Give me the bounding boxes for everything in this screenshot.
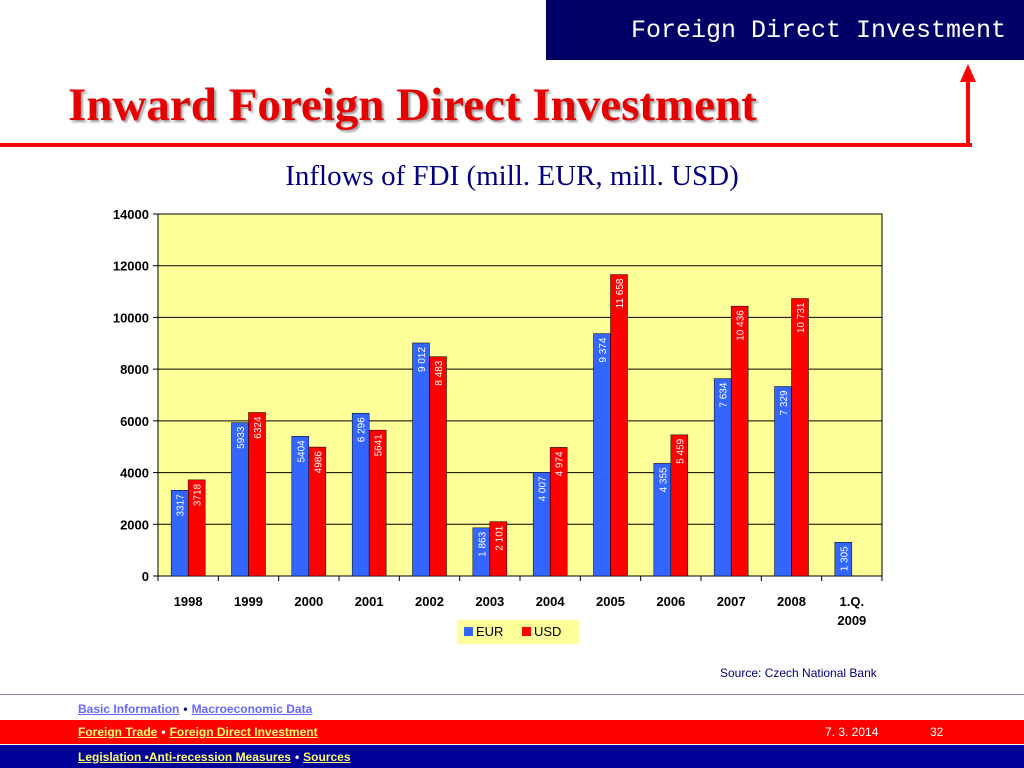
- data-label: 4986: [313, 451, 324, 474]
- footer-nav-row-1: Basic Information • Macroeconomic Data: [0, 697, 1024, 721]
- bar-usd: [670, 434, 689, 577]
- data-label: 1 863: [477, 531, 488, 556]
- bar-usd: [610, 274, 628, 577]
- bar-eur: [593, 333, 611, 577]
- footer-nav-row-3: Legislation • Anti-recession Measures • …: [0, 745, 1024, 768]
- y-tick-label: 10000: [113, 310, 149, 325]
- bar-usd: [549, 447, 568, 577]
- bar-usd: [489, 521, 508, 577]
- data-label: 7 634: [719, 382, 730, 407]
- fdi-bar-chart: 0 2000 4000 6000 8000 10000 12000 14000 1998 3317…: [113, 207, 883, 644]
- x-tick-label: 2009: [837, 613, 866, 628]
- x-tick-label: 1.Q.: [840, 594, 865, 609]
- top-banner: Foreign Direct Investment: [546, 0, 1024, 60]
- data-label: 4 974: [555, 451, 566, 476]
- bar-usd: [730, 305, 749, 577]
- data-label: 4 007: [538, 476, 549, 501]
- x-tick-label: 2000: [294, 594, 323, 609]
- data-label: 1 305: [839, 546, 850, 571]
- link-anti-recession-measures[interactable]: Anti-recession Measures: [148, 749, 291, 764]
- bar-usd: [368, 429, 387, 577]
- title-side-line: [966, 80, 970, 147]
- link-basic-information[interactable]: Basic Information: [78, 702, 180, 716]
- y-tick-label: 4000: [120, 466, 149, 481]
- separator-dot: •: [294, 749, 300, 764]
- y-tick-label: 0: [142, 569, 149, 584]
- data-label: 5404: [296, 440, 307, 463]
- legend-label-usd: USD: [534, 624, 561, 639]
- link-legislation[interactable]: Legislation •: [78, 749, 149, 764]
- y-tick-label: 2000: [120, 517, 149, 532]
- x-tick-label: 2003: [475, 594, 504, 609]
- footer-separator: [0, 694, 1024, 695]
- y-tick-label: 8000: [120, 362, 149, 377]
- y-tick-label: 6000: [120, 414, 149, 429]
- legend: [457, 620, 579, 644]
- separator-dot: •: [183, 702, 188, 716]
- separator-dot: •: [161, 725, 166, 739]
- data-label: 3718: [193, 483, 204, 506]
- data-label: 5933: [236, 426, 247, 449]
- data-label: 4 355: [658, 467, 669, 492]
- x-tick-label: 2004: [536, 594, 566, 609]
- bar-eur: [834, 542, 853, 577]
- link-macroeconomic-data[interactable]: Macroeconomic Data: [191, 702, 313, 716]
- bar-usd: [308, 446, 327, 577]
- bar-usd: [248, 412, 266, 577]
- title-underline: [0, 143, 972, 147]
- banner-text: Foreign Direct Investment: [630, 15, 1006, 45]
- data-label: 9 012: [417, 347, 428, 372]
- bar-usd: [187, 479, 206, 577]
- y-tick-label: 14000: [113, 207, 149, 222]
- x-tick-label: 2007: [717, 594, 746, 609]
- source-note: Source: Czech National Bank: [720, 666, 877, 680]
- footer-nav-row-2: Foreign Trade • Foreign Direct Investmen…: [0, 720, 1024, 744]
- data-label: 6324: [253, 416, 264, 439]
- x-tick-label: 2002: [415, 594, 444, 609]
- legend-label-eur: EUR: [476, 624, 503, 639]
- x-tick-label: 2008: [777, 594, 806, 609]
- link-sources[interactable]: Sources: [303, 749, 351, 764]
- data-label: 8 483: [434, 360, 445, 385]
- x-tick-label: 2006: [656, 594, 685, 609]
- link-foreign-trade[interactable]: Foreign Trade: [78, 725, 158, 739]
- link-foreign-direct-investment[interactable]: Foreign Direct Investment: [169, 725, 318, 739]
- x-tick-label: 2001: [355, 594, 384, 609]
- data-label: 10 436: [736, 310, 747, 341]
- bar-usd: [791, 298, 809, 577]
- data-label: 3317: [176, 494, 187, 517]
- data-label: 2 101: [494, 525, 505, 550]
- data-label: 11 658: [615, 278, 626, 308]
- arrow-up-icon: [960, 64, 976, 82]
- plot-area: [157, 213, 883, 577]
- bar-eur: [412, 342, 430, 577]
- data-label: 6 296: [357, 417, 368, 442]
- y-tick-label: 12000: [113, 259, 149, 274]
- data-label: 7 329: [779, 390, 790, 415]
- data-label: 5 459: [675, 438, 686, 463]
- x-tick-label: 1999: [234, 594, 263, 609]
- page-number: 32: [930, 725, 944, 739]
- chart-subtitle: Inflows of FDI (mill. EUR, mill. USD): [285, 160, 739, 192]
- data-label: 5641: [374, 434, 385, 457]
- x-tick-label: 1998: [174, 594, 203, 609]
- data-label: 9 374: [598, 337, 609, 362]
- bar-usd: [429, 356, 447, 577]
- legend-swatch-usd: [522, 627, 531, 636]
- slide-title: Inward Foreign Direct Investment: [68, 79, 757, 131]
- data-label: 10 731: [796, 302, 807, 333]
- legend-swatch-eur: [464, 627, 473, 636]
- slide-date: 7. 3. 2014: [825, 725, 879, 739]
- x-tick-label: 2005: [596, 594, 625, 609]
